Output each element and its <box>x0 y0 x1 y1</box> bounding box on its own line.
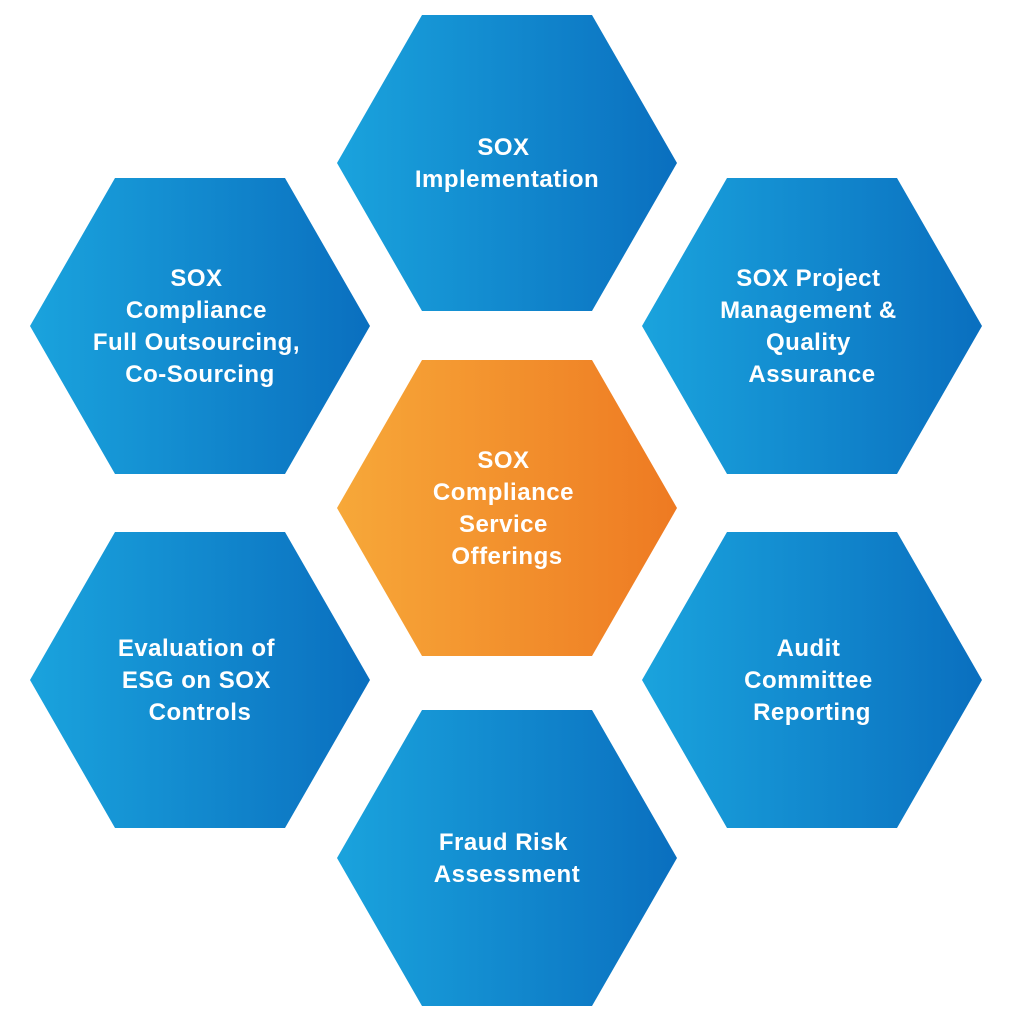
hex-label: SOX Implementation <box>415 134 599 193</box>
label-line: ESG on SOX <box>122 667 271 694</box>
label-line: Assessment <box>434 861 580 888</box>
label-line: Fraud Risk <box>439 829 568 856</box>
hex-label: SOX Compliance Full Outsourcing, Co-Sour… <box>93 265 307 388</box>
hex-shape <box>337 710 677 1006</box>
label-line: SOX <box>477 447 529 474</box>
label-line: Service <box>459 511 548 538</box>
hex-sox-compliance-outsourcing: SOX Compliance Full Outsourcing, Co-Sour… <box>30 178 370 474</box>
hex-label: SOX Project Management & Quality Assuran… <box>720 265 904 388</box>
hex-label: Audit Committee Reporting <box>744 635 880 726</box>
label-line: SOX <box>170 265 222 292</box>
hex-shape <box>337 360 677 656</box>
label-line: Evaluation of <box>118 635 276 662</box>
hex-shape <box>30 532 370 828</box>
hex-evaluation-esg: Evaluation of ESG on SOX Controls <box>30 532 370 828</box>
hex-center-service-offerings: SOX Compliance Service Offerings <box>337 360 677 656</box>
hex-shape <box>30 178 370 474</box>
hex-shape <box>337 15 677 311</box>
hex-sox-project-management: SOX Project Management & Quality Assuran… <box>642 178 982 474</box>
label-line: Management & <box>720 297 897 324</box>
label-line: Quality <box>766 329 851 356</box>
label-line: SOX <box>477 134 529 161</box>
hex-shape <box>642 532 982 828</box>
hex-sox-implementation: SOX Implementation <box>337 15 677 311</box>
hex-shape <box>642 178 982 474</box>
hex-label: SOX Compliance Service Offerings <box>433 447 581 570</box>
label-line: Controls <box>149 699 252 726</box>
hex-label: Fraud Risk Assessment <box>434 829 580 888</box>
label-line: Assurance <box>748 361 875 388</box>
hex-fraud-risk-assessment: Fraud Risk Assessment <box>337 710 677 1006</box>
label-line: Compliance <box>126 297 267 324</box>
hex-audit-committee-reporting: Audit Committee Reporting <box>642 532 982 828</box>
label-line: Committee <box>744 667 873 694</box>
label-line: Reporting <box>753 699 871 726</box>
label-line: Compliance <box>433 479 574 506</box>
hex-label: Evaluation of ESG on SOX Controls <box>118 635 282 726</box>
label-line: Offerings <box>451 543 562 570</box>
label-line: Co-Sourcing <box>125 361 275 388</box>
label-line: Audit <box>777 635 841 662</box>
label-line: Full Outsourcing, <box>93 329 300 356</box>
label-line: SOX Project <box>736 265 880 292</box>
label-line: Implementation <box>415 166 599 193</box>
